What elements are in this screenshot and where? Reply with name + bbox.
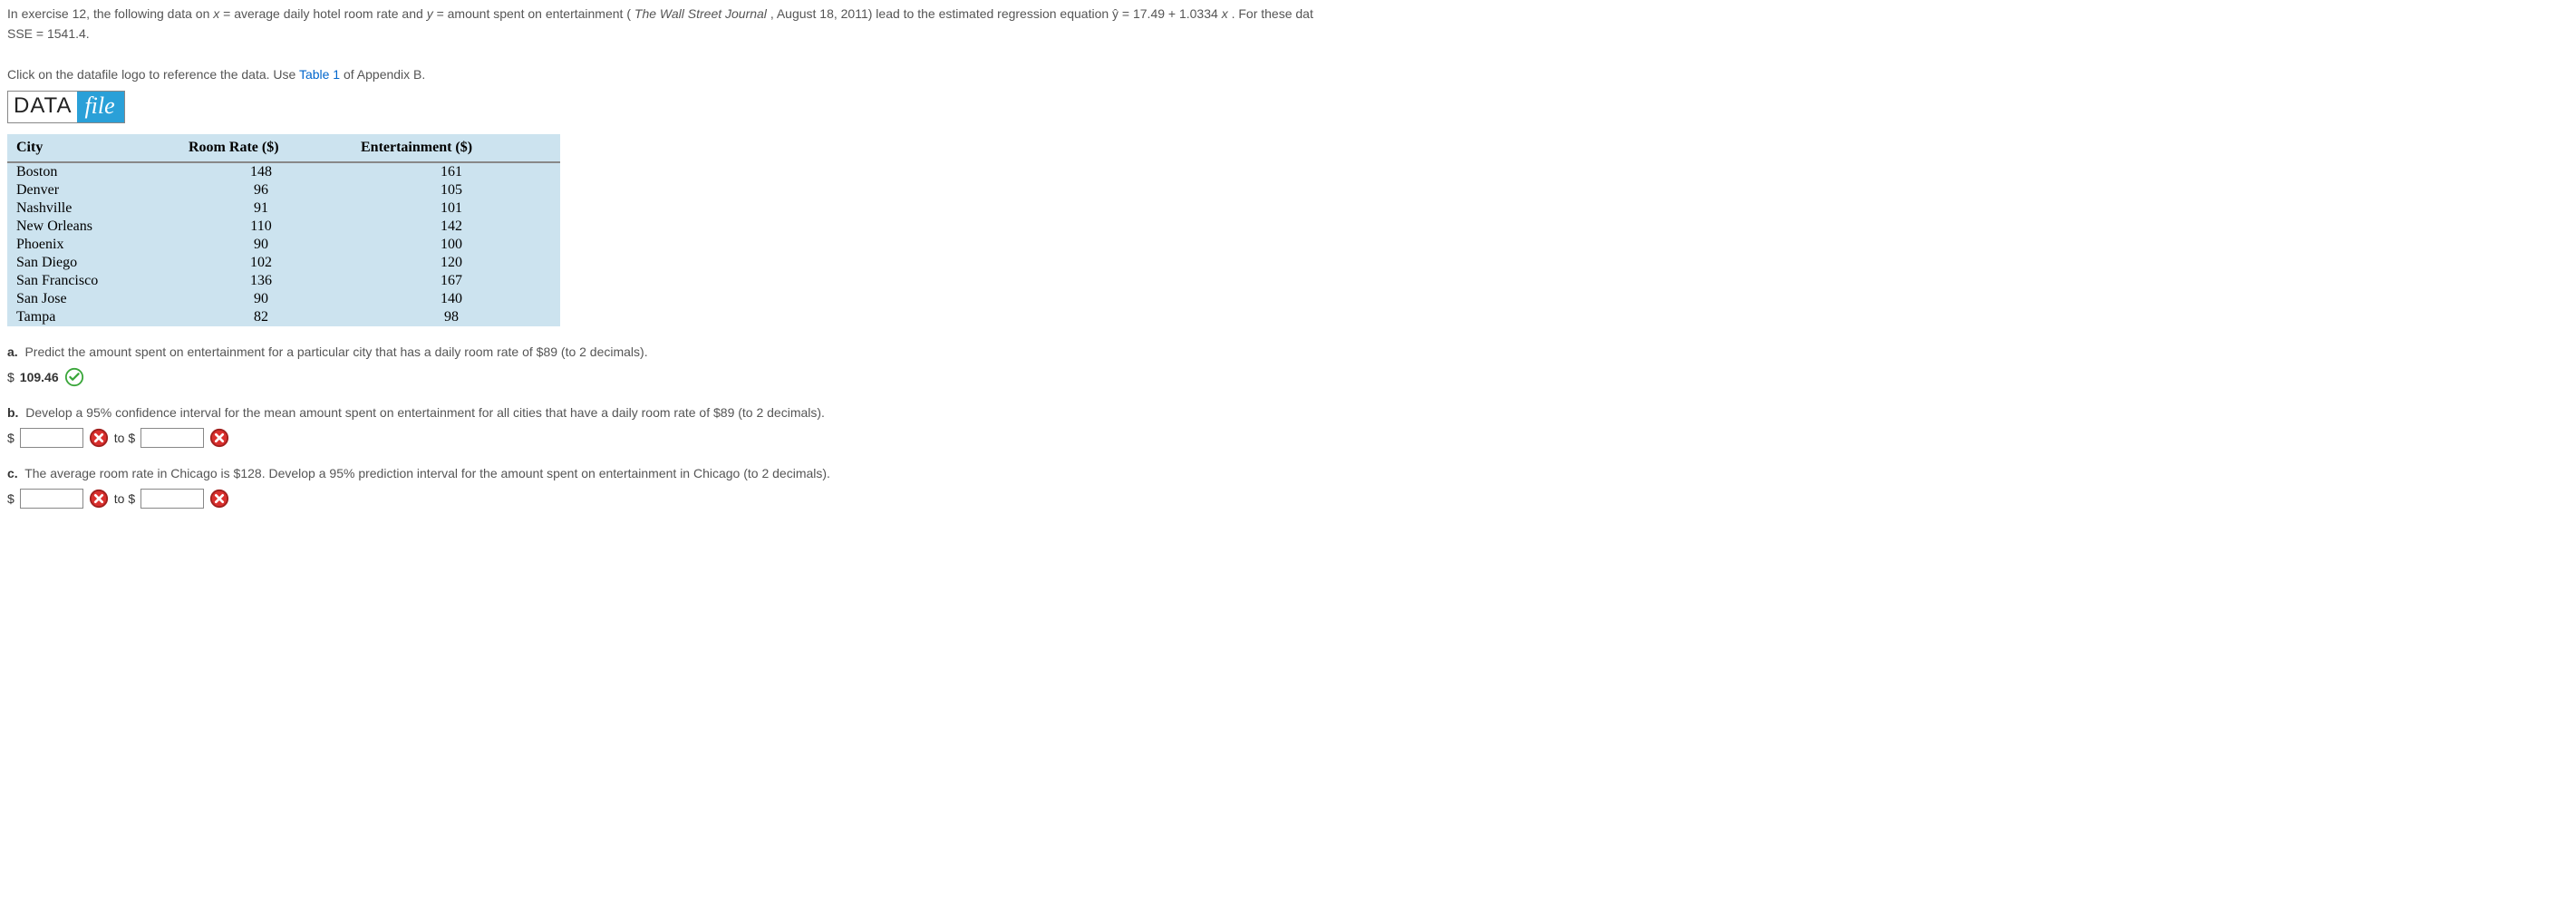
- datafile-logo[interactable]: DATA file: [7, 91, 125, 123]
- intro-text: = amount spent on entertainment (: [437, 6, 631, 21]
- table-cell: 100: [352, 236, 560, 254]
- table-cell: 82: [179, 308, 352, 326]
- instruction-text: Click on the datafile logo to reference …: [7, 67, 299, 82]
- question-label: a.: [7, 344, 18, 359]
- data-table: CityRoom Rate ($)Entertainment ($) Bosto…: [7, 134, 560, 326]
- to-label: to $: [114, 431, 135, 445]
- table-row: Tampa8298: [7, 308, 560, 326]
- instruction-text: of Appendix B.: [344, 67, 425, 82]
- table-cell: 161: [352, 162, 560, 181]
- problem-intro: In exercise 12, the following data on x …: [7, 4, 2569, 85]
- table-header: Room Rate ($): [179, 134, 352, 162]
- table-cell: San Diego: [7, 254, 179, 272]
- table-link[interactable]: Table 1: [299, 67, 340, 82]
- question-text: Develop a 95% confidence interval for th…: [25, 405, 825, 420]
- table-row: Boston148161: [7, 162, 560, 181]
- answer-c-row: $ to $: [7, 489, 2569, 509]
- journal-name: The Wall Street Journal: [634, 6, 767, 21]
- question-text: Predict the amount spent on entertainmen…: [24, 344, 647, 359]
- table-cell: 96: [179, 181, 352, 199]
- table-cell: 90: [179, 290, 352, 308]
- dollar-prefix: $: [7, 431, 15, 445]
- correct-icon: [64, 367, 84, 387]
- table-cell: 105: [352, 181, 560, 199]
- table-cell: 142: [352, 218, 560, 236]
- answer-b-input-1[interactable]: [20, 428, 83, 448]
- table-cell: Tampa: [7, 308, 179, 326]
- table-cell: 148: [179, 162, 352, 181]
- table-cell: Nashville: [7, 199, 179, 218]
- table-cell: Denver: [7, 181, 179, 199]
- answer-a-row: $ 109.46: [7, 367, 2569, 387]
- incorrect-icon: [209, 428, 229, 448]
- var-x: x: [1222, 6, 1228, 21]
- table-row: Denver96105: [7, 181, 560, 199]
- question-label: c.: [7, 466, 18, 480]
- table-header: City: [7, 134, 179, 162]
- table-header: Entertainment ($): [352, 134, 560, 162]
- table-cell: Phoenix: [7, 236, 179, 254]
- table-cell: Boston: [7, 162, 179, 181]
- answer-c-input-2[interactable]: [140, 489, 204, 509]
- table-row: San Jose90140: [7, 290, 560, 308]
- table-row: San Francisco136167: [7, 272, 560, 290]
- answer-a-value: 109.46: [20, 370, 59, 384]
- to-label: to $: [114, 491, 135, 506]
- table-cell: 98: [352, 308, 560, 326]
- question-b: b. Develop a 95% confidence interval for…: [7, 402, 2569, 424]
- logo-data: DATA: [8, 92, 77, 122]
- incorrect-icon: [89, 428, 109, 448]
- var-x: x: [213, 6, 219, 21]
- question-a: a. Predict the amount spent on entertain…: [7, 341, 2569, 364]
- answer-b-input-2[interactable]: [140, 428, 204, 448]
- table-cell: New Orleans: [7, 218, 179, 236]
- answer-c-input-1[interactable]: [20, 489, 83, 509]
- table-cell: 167: [352, 272, 560, 290]
- dollar-prefix: $: [7, 370, 15, 384]
- intro-text: , August 18, 2011) lead to the estimated…: [770, 6, 1218, 21]
- table-cell: 102: [179, 254, 352, 272]
- logo-file: file: [77, 92, 123, 122]
- table-cell: 101: [352, 199, 560, 218]
- answer-b-row: $ to $: [7, 428, 2569, 448]
- incorrect-icon: [209, 489, 229, 509]
- intro-text: = average daily hotel room rate and: [223, 6, 427, 21]
- table-cell: 110: [179, 218, 352, 236]
- intro-text: In exercise 12, the following data on: [7, 6, 213, 21]
- question-text: The average room rate in Chicago is $128…: [24, 466, 830, 480]
- table-row: San Diego102120: [7, 254, 560, 272]
- dollar-prefix: $: [7, 491, 15, 506]
- var-y: y: [427, 6, 433, 21]
- table-cell: 91: [179, 199, 352, 218]
- table-cell: 140: [352, 290, 560, 308]
- table-cell: San Francisco: [7, 272, 179, 290]
- table-row: Nashville91101: [7, 199, 560, 218]
- table-cell: 120: [352, 254, 560, 272]
- table-cell: 136: [179, 272, 352, 290]
- table-cell: San Jose: [7, 290, 179, 308]
- question-c: c. The average room rate in Chicago is $…: [7, 462, 2569, 485]
- table-cell: 90: [179, 236, 352, 254]
- sse-text: SSE = 1541.4.: [7, 26, 90, 41]
- question-label: b.: [7, 405, 18, 420]
- table-row: Phoenix90100: [7, 236, 560, 254]
- table-row: New Orleans110142: [7, 218, 560, 236]
- incorrect-icon: [89, 489, 109, 509]
- intro-text: . For these dat: [1232, 6, 1313, 21]
